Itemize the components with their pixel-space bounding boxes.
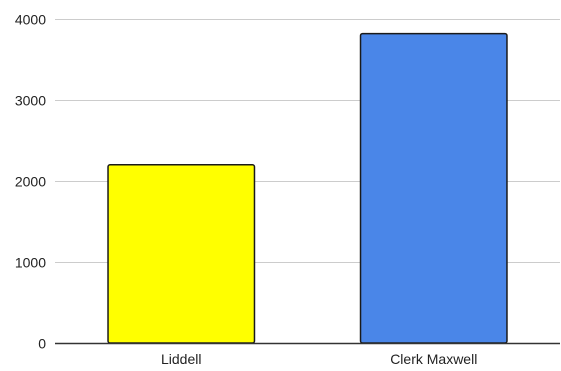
bars <box>107 32 508 344</box>
x-tick-label: Liddell <box>161 351 201 367</box>
bar-clerk-maxwell <box>359 32 508 344</box>
x-tick-label: Clerk Maxwell <box>390 351 477 367</box>
y-tick-label: 3000 <box>15 93 46 109</box>
y-tick-label: 2000 <box>15 174 46 190</box>
y-tick-label: 4000 <box>15 12 46 28</box>
x-axis-labels: Liddell Clerk Maxwell <box>161 351 477 367</box>
y-tick-label: 0 <box>38 336 46 352</box>
y-axis-ticks: 0 1000 2000 3000 4000 <box>15 12 46 352</box>
bar-liddell <box>107 164 256 344</box>
y-tick-label: 1000 <box>15 255 46 271</box>
